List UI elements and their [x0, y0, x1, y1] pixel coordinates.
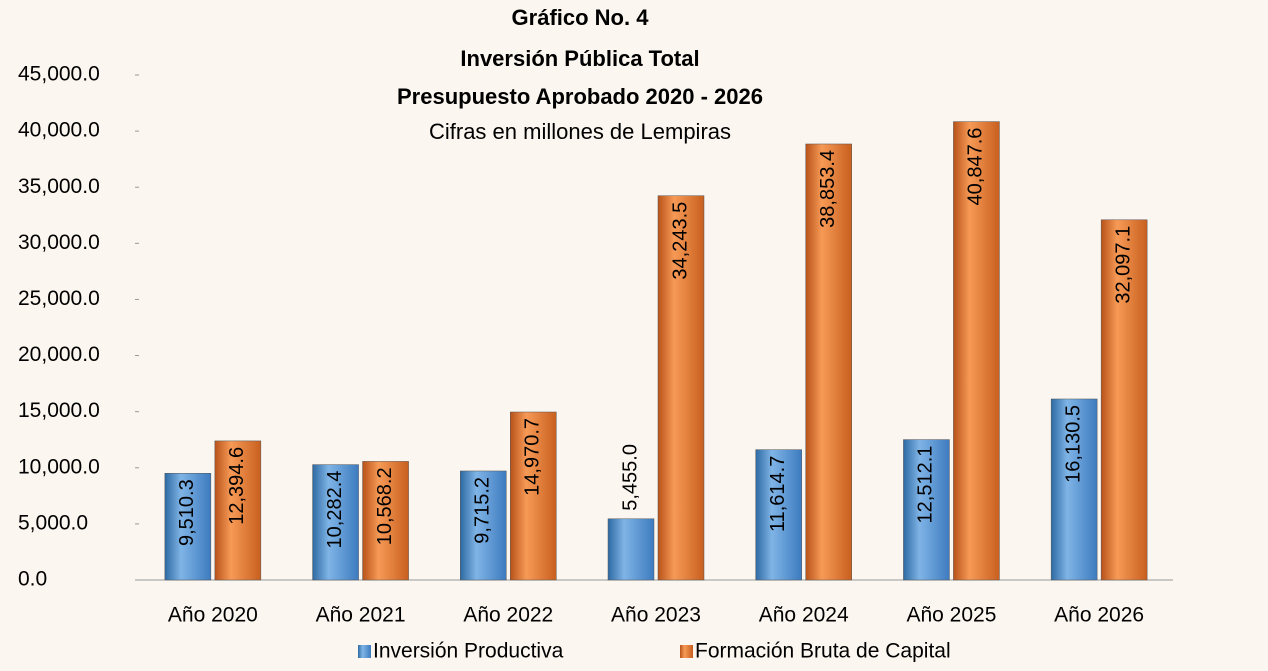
- bar: [657, 195, 705, 581]
- data-label: 32,097.1: [1112, 226, 1134, 304]
- chart-subtitle: Cifras en millones de Lempiras: [429, 119, 731, 144]
- x-tick-label: Año 2020: [168, 604, 258, 627]
- data-label: 16,130.5: [1062, 405, 1084, 483]
- y-tick-label: 25,000.0: [18, 287, 100, 310]
- bar: [214, 440, 262, 581]
- legend-label: Formación Bruta de Capital: [695, 640, 951, 663]
- x-tick-label: Año 2025: [906, 604, 996, 627]
- bar: [1100, 219, 1148, 581]
- data-label: 5,455.0: [619, 444, 641, 511]
- y-tick-label: 35,000.0: [18, 175, 100, 198]
- x-tick-label: Año 2026: [1054, 604, 1144, 627]
- bar: [755, 449, 802, 581]
- data-label: 10,568.2: [374, 467, 396, 545]
- y-tick-label: 45,000.0: [18, 63, 100, 86]
- y-tick-label: 20,000.0: [18, 343, 100, 366]
- y-tick-label: 10,000.0: [18, 455, 100, 478]
- bar: [362, 461, 409, 581]
- y-tick-label: 15,000.0: [18, 399, 100, 422]
- chart-title: Presupuesto Aprobado 2020 - 2026: [397, 84, 763, 109]
- data-label: 40,847.6: [965, 128, 987, 206]
- legend-swatch: [358, 645, 371, 658]
- bar: [510, 411, 557, 581]
- bar: [164, 473, 212, 581]
- chart-title: Inversión Pública Total: [460, 46, 699, 71]
- x-tick-label: Año 2023: [611, 604, 701, 627]
- bar: [903, 439, 950, 581]
- bar: [607, 518, 655, 581]
- y-tick-label: 5,000.0: [18, 511, 88, 534]
- x-tick-label: Año 2021: [316, 604, 406, 627]
- x-tick-label: Año 2024: [759, 604, 849, 627]
- chart-title: Gráfico No. 4: [512, 5, 650, 30]
- legend-swatch: [680, 645, 693, 658]
- y-tick-label: 30,000.0: [18, 231, 100, 254]
- data-label: 9,715.2: [472, 477, 494, 544]
- data-label: 34,243.5: [669, 202, 691, 280]
- data-label: 10,282.4: [324, 471, 346, 549]
- data-label: 9,510.3: [176, 479, 198, 546]
- data-label: 12,512.1: [915, 446, 937, 524]
- bar: [1050, 398, 1098, 581]
- data-label: 38,853.4: [817, 150, 839, 228]
- bar: [953, 121, 1000, 581]
- y-tick-label: 40,000.0: [18, 119, 100, 142]
- legend-label: Inversión Productiva: [373, 640, 564, 663]
- y-tick-label: 0.0: [18, 568, 47, 591]
- bar: [460, 470, 507, 581]
- bar: [805, 143, 852, 581]
- bar: [312, 464, 359, 581]
- data-label: 11,614.7: [767, 456, 789, 532]
- x-tick-label: Año 2022: [463, 604, 553, 627]
- data-label: 14,970.7: [522, 418, 544, 496]
- data-label: 12,394.6: [226, 447, 248, 525]
